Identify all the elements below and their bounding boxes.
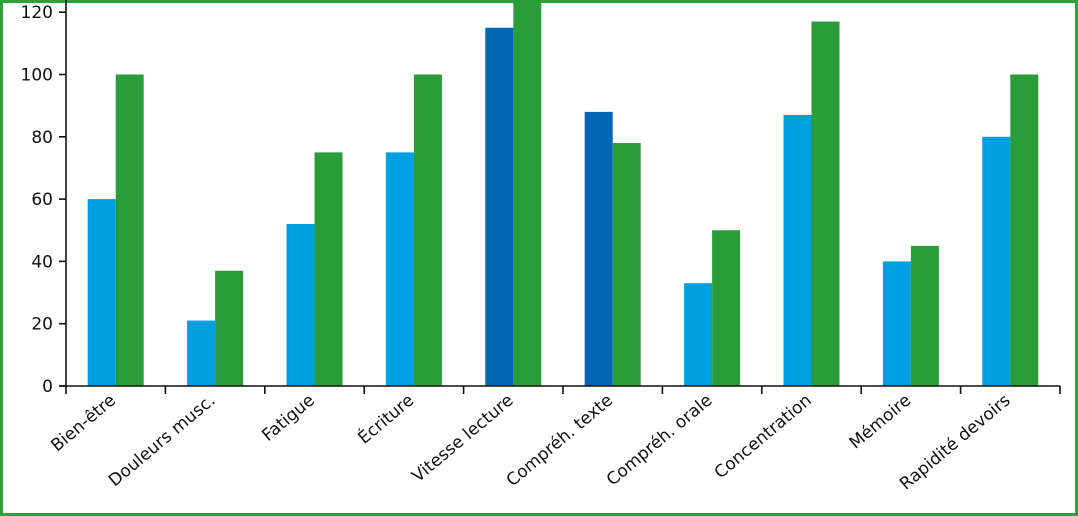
x-tick-label: Compréh. orale [603,391,716,491]
bar-series1-2 [286,224,315,386]
bar-series2-9 [1010,74,1039,386]
x-tick-label: Vitesse lecture [408,391,517,487]
bar-series1-7 [783,114,812,387]
bar-series1-6 [684,283,713,386]
bar-series2-3 [413,74,442,386]
x-tick-label: Concentration [711,391,816,484]
bar-series2-4 [513,0,542,386]
y-tick-label: 60 [31,190,53,210]
x-tick-label: Mémoire [846,391,915,454]
bar-series1-1 [187,320,216,386]
y-tick-label: 120 [21,3,53,23]
bar-series1-9 [982,136,1011,386]
bar-series2-1 [215,270,244,386]
y-tick-label: 80 [31,128,53,148]
bar-series1-3 [385,152,414,386]
bar-series2-5 [612,143,641,386]
x-tick-label: Douleurs musc. [105,391,219,491]
bar-series2-7 [811,21,840,386]
x-tick-label: Écriture [353,389,418,448]
bar-series2-6 [712,230,741,386]
bar-series1-5 [584,111,613,386]
bar-series2-8 [910,245,939,386]
x-tick-label: Fatigue [258,391,318,446]
bar-series1-0 [87,199,116,386]
axes-layer [60,0,1060,387]
y-tick-label: 40 [31,252,53,272]
bar-series2-2 [314,152,343,386]
y-tick-label: 100 [21,66,53,86]
bars-layer [87,0,1039,387]
bar-series2-0 [115,74,144,386]
y-tick-label: 0 [42,377,53,397]
y-tick-label: 20 [31,315,53,335]
x-tick-label: Bien-être [47,391,120,456]
bar-series1-4 [485,27,514,387]
bar-series1-8 [882,261,911,386]
x-tick-label: Compréh. texte [503,391,617,491]
